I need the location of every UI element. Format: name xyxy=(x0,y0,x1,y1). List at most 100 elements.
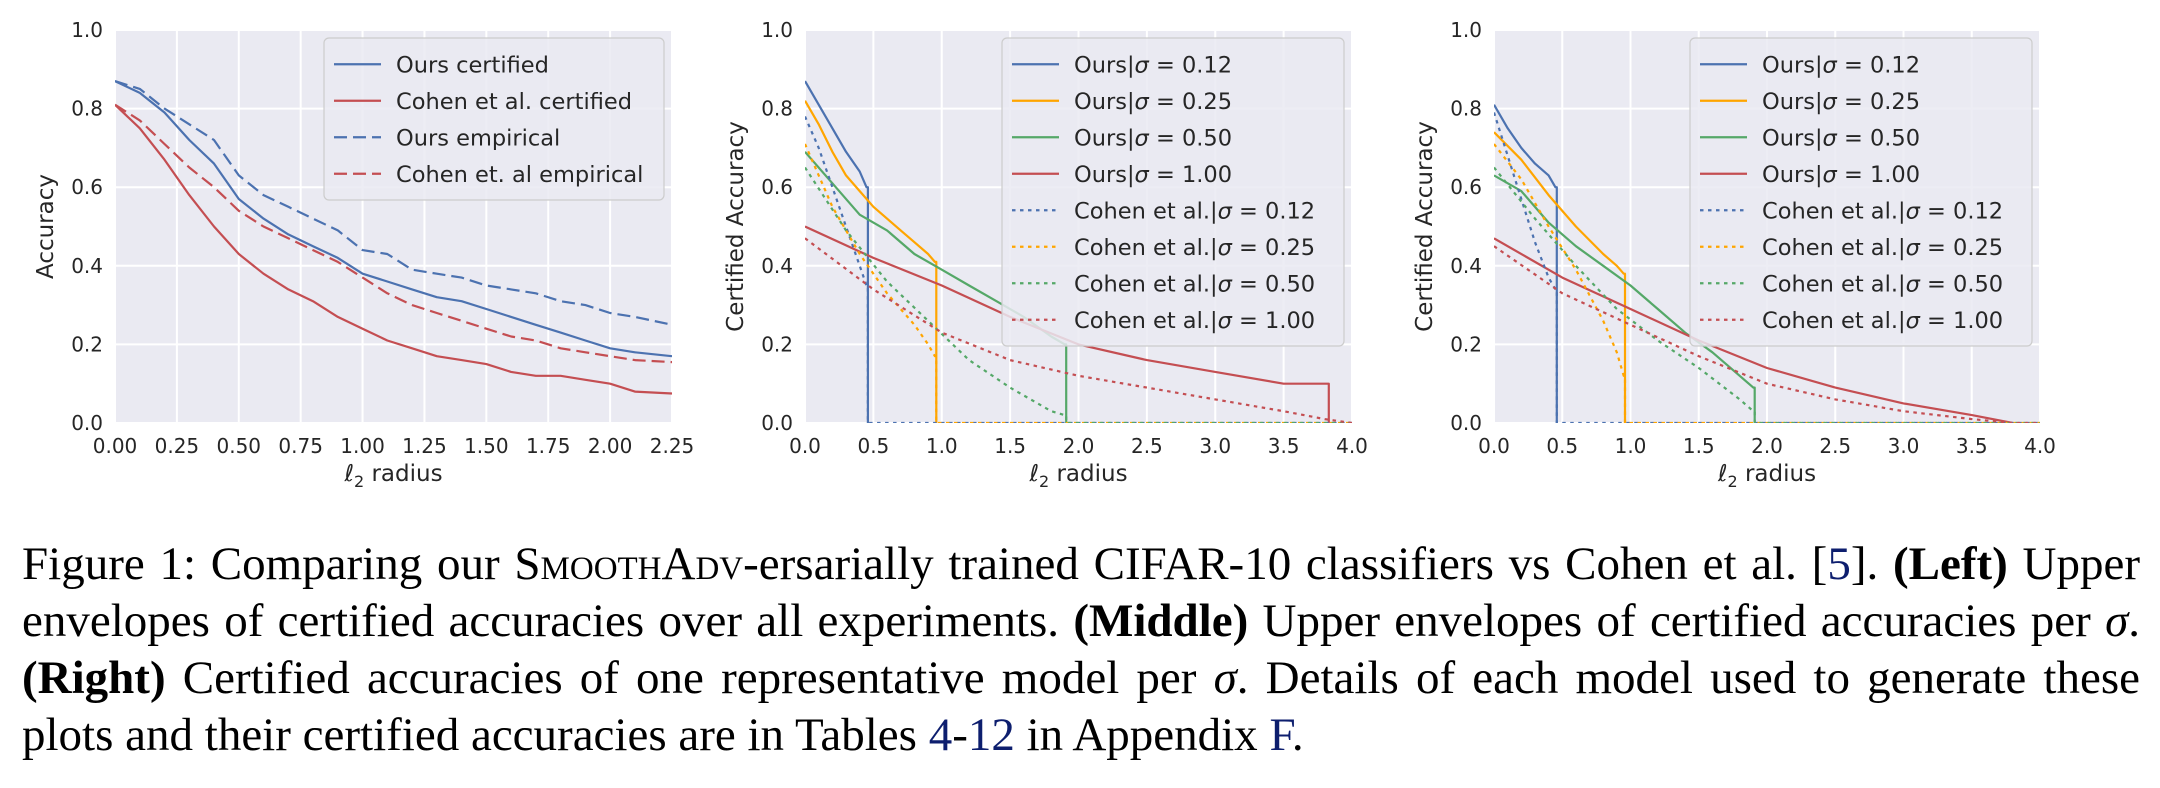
series-line xyxy=(1494,245,2040,423)
y-tick-label: 0.4 xyxy=(761,254,793,278)
caption-ref-5[interactable]: 5 xyxy=(1827,538,1851,590)
y-tick-label: 0.4 xyxy=(1450,254,1482,278)
legend-label: Cohen et al.|σ = 0.25 xyxy=(1074,235,1315,261)
y-axis-label: Certified Accuracy xyxy=(723,121,749,332)
y-tick-label: 0.2 xyxy=(71,332,103,356)
figure-charts: 0.00 0.25 0.50 0.75 1.00 1.25 1.50 1.75 2.00 2.25… xyxy=(33,18,2056,491)
x-tick-label: 1.00 xyxy=(340,434,385,458)
x-tick-label: 0.5 xyxy=(857,434,889,458)
caption-text-9: - xyxy=(952,709,968,761)
chart-middle: 0.0 0.5 1.0 1.5 2.0 2.5 3.0 3.5 4.0 0.0 0.2 0.4 0.6 0… xyxy=(723,18,1368,491)
y-tick-label: 1.0 xyxy=(71,18,103,42)
series-line xyxy=(115,80,672,358)
series-line xyxy=(1494,131,1627,423)
caption-text-3: ]. xyxy=(1850,538,1879,590)
caption-ref-F[interactable]: F xyxy=(1269,709,1292,761)
x-tick-label: 3.0 xyxy=(1888,434,1920,458)
y-tick-label: 0.0 xyxy=(761,411,793,435)
y-tick-label: 0.0 xyxy=(1450,411,1482,435)
series-line xyxy=(115,80,672,326)
x-tick-label: 0.50 xyxy=(217,434,262,458)
legend-label: Ours|σ = 1.00 xyxy=(1074,162,1232,188)
y-tick-label: 1.0 xyxy=(1450,18,1482,42)
legend-label: Cohen et al.|σ = 0.12 xyxy=(1762,198,2003,224)
legend-label: Cohen et al.|σ = 1.00 xyxy=(1074,308,1315,334)
legend-label: Ours|σ = 0.12 xyxy=(1762,52,1920,78)
caption-text-7: Certified accuracies of one representati… xyxy=(165,652,1214,704)
y-tick-label: 0.8 xyxy=(71,97,103,121)
caption-right-label: (Right) xyxy=(22,652,166,704)
legend-label: Cohen et al.|σ = 0.12 xyxy=(1074,198,1315,224)
chart-right: 0.0 0.5 1.0 1.5 2.0 2.5 3.0 3.5 4.0 0.0 0.2 0.4 0.6 0… xyxy=(1412,18,2056,491)
x-tick-label: 0.00 xyxy=(93,434,138,458)
caption-text-4: Upper envelopes of certified accuracies … xyxy=(22,538,2140,647)
chart-left: 0.00 0.25 0.50 0.75 1.00 1.25 1.50 1.75 2.00 2.25… xyxy=(33,18,694,491)
series-line xyxy=(115,103,672,395)
caption-middle-label: (Middle) xyxy=(1073,595,1249,647)
x-axis-label: ℓ2 radius xyxy=(1028,461,1127,491)
caption-smoothadv: SmoothAdv xyxy=(514,538,744,590)
x-tick-label: 0.0 xyxy=(789,434,821,458)
x-tick-label: 2.5 xyxy=(1819,434,1851,458)
x-tick-label: 1.5 xyxy=(1683,434,1715,458)
legend: Ours|σ = 0.12 Ours|σ = 0.25 Ours|σ = 0.50 O… xyxy=(1689,37,2033,347)
series-line xyxy=(805,100,938,423)
y-tick-label: 0.2 xyxy=(761,332,793,356)
legend-label: Ours|σ = 0.12 xyxy=(1074,52,1232,78)
caption-ref-4[interactable]: 4 xyxy=(928,709,953,761)
y-tick-label: 0.6 xyxy=(1450,175,1482,199)
caption-text-2: -ersarially trained CIFAR-10 classifiers… xyxy=(743,538,1828,590)
x-tick-label: 2.0 xyxy=(1063,434,1095,458)
series-line xyxy=(1494,166,2040,423)
x-tick-label: 2.00 xyxy=(588,434,633,458)
series-line xyxy=(805,116,1352,423)
caption-text-11: . xyxy=(1291,709,1304,761)
caption-sigma-2: σ xyxy=(1213,652,1237,704)
series-line xyxy=(1494,104,1558,423)
x-axis-label: ℓ2 radius xyxy=(1717,461,1816,491)
series-line xyxy=(805,225,1330,423)
series-line xyxy=(115,103,672,364)
legend-label: Ours|σ = 0.25 xyxy=(1762,89,1920,115)
caption-ref-12[interactable]: 12 xyxy=(967,709,1015,761)
y-axis-label: Accuracy xyxy=(33,174,59,279)
y-tick-label: 0.8 xyxy=(1450,97,1482,121)
legend-label: Cohen et al.|σ = 0.25 xyxy=(1762,235,2003,261)
x-tick-label: 1.5 xyxy=(994,434,1026,458)
x-tick-label: 2.0 xyxy=(1751,434,1783,458)
legend-label: Ours|σ = 0.50 xyxy=(1762,125,1920,151)
series-line xyxy=(805,166,1352,423)
legend: Ours|σ = 0.12 Ours|σ = 0.25 Ours|σ = 0.50 O… xyxy=(1001,37,1345,347)
x-tick-label: 0.25 xyxy=(155,434,200,458)
legend-box xyxy=(323,37,665,201)
legend-label: Cohen et al.|σ = 0.50 xyxy=(1074,271,1315,297)
legend: Ours certified Cohen et al. certified Ours… xyxy=(323,37,665,201)
x-tick-label: 0.75 xyxy=(278,434,323,458)
x-tick-label: 0.0 xyxy=(1478,434,1510,458)
legend-label: Ours|σ = 1.00 xyxy=(1762,162,1920,188)
caption-text-6: . xyxy=(2128,595,2141,647)
caption-text-8: . Details of each model used to generate… xyxy=(22,652,2140,761)
legend-box xyxy=(1689,37,2033,347)
x-tick-label: 1.25 xyxy=(402,434,447,458)
y-tick-label: 1.0 xyxy=(761,18,793,42)
x-tick-label: 3.0 xyxy=(1199,434,1231,458)
y-tick-label: 0.6 xyxy=(761,175,793,199)
x-tick-label: 1.75 xyxy=(526,434,571,458)
caption-left-label: (Left) xyxy=(1892,538,2008,590)
y-tick-label: 0.6 xyxy=(71,175,103,199)
figure-caption: Figure 1: Comparing our SmoothAdv-ersari… xyxy=(22,536,2140,764)
legend-label: Ours|σ = 0.25 xyxy=(1074,89,1232,115)
caption-text-10: in Appendix xyxy=(1014,709,1270,761)
x-tick-label: 1.0 xyxy=(926,434,958,458)
y-tick-label: 0.0 xyxy=(71,411,103,435)
y-tick-label: 0.2 xyxy=(1450,332,1482,356)
series-line xyxy=(1494,174,1756,423)
x-tick-label: 2.5 xyxy=(1131,434,1163,458)
legend-box xyxy=(1001,37,1345,347)
x-tick-label: 1.0 xyxy=(1615,434,1647,458)
legend-label: Ours empirical xyxy=(396,125,560,151)
series-line xyxy=(805,143,1352,423)
y-tick-label: 0.4 xyxy=(71,254,103,278)
y-axis-label: Certified Accuracy xyxy=(1412,121,1438,332)
